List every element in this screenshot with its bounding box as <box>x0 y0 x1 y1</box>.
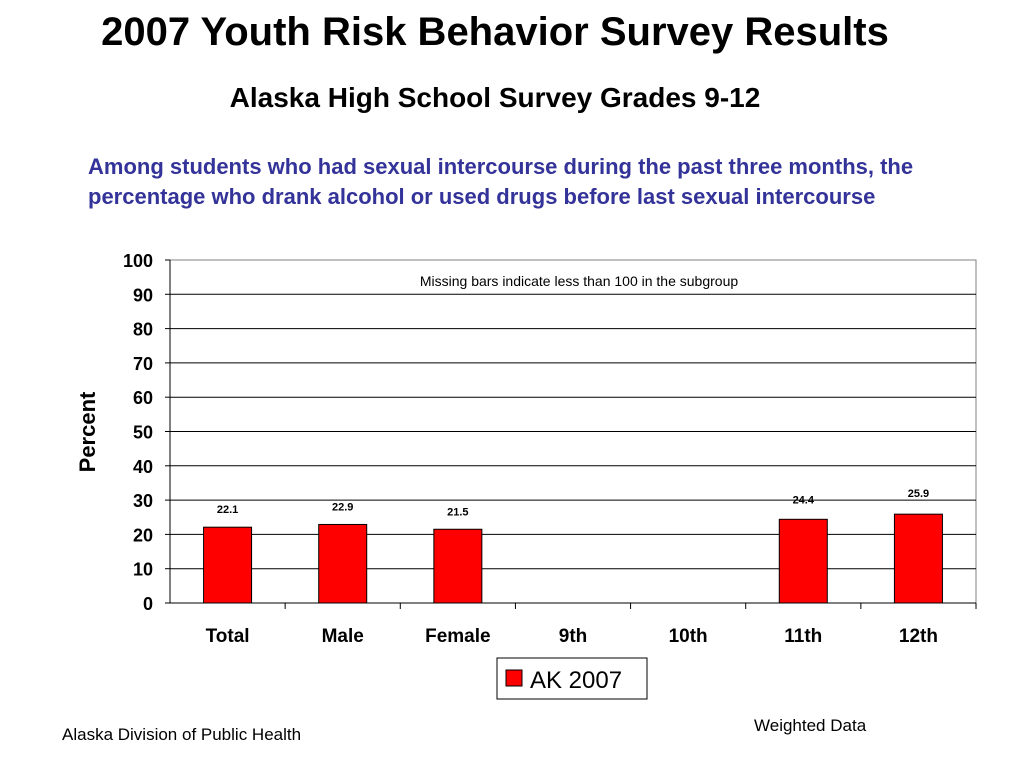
x-tick-label: Female <box>425 626 490 647</box>
data-labels: 22.1 22.9 21.5 24.4 25.9 <box>217 488 929 518</box>
legend-label: AK 2007 <box>530 667 622 694</box>
x-tick-label: 11th <box>784 626 822 647</box>
bar-12th <box>893 513 943 604</box>
y-tick-label: 80 <box>133 320 153 340</box>
y-axis-label: Percent <box>75 391 100 472</box>
bar-male <box>318 523 368 604</box>
data-label: 22.1 <box>217 504 238 516</box>
legend: AK 2007 <box>496 657 648 700</box>
source-note: Alaska Division of Public Health <box>62 725 302 744</box>
data-label: 25.9 <box>908 488 929 500</box>
y-tick-label: 20 <box>133 525 153 545</box>
data-label: 21.5 <box>447 506 468 518</box>
y-axis-ticks: 0 10 20 30 40 50 60 70 80 90 100 <box>123 251 976 614</box>
page-title: 2007 Youth Risk Behavior Survey Results <box>101 10 889 54</box>
chart-question: Among students who had sexual intercours… <box>88 154 914 209</box>
x-tick-label: Total <box>206 626 250 647</box>
bars <box>203 513 943 604</box>
bar-female <box>433 528 483 604</box>
x-tick-label: Male <box>322 626 364 647</box>
chart-annotation: Missing bars indicate less than 100 in t… <box>420 273 739 289</box>
y-tick-label: 60 <box>133 388 153 408</box>
weighted-note: Weighted Data <box>754 716 867 735</box>
page-subtitle: Alaska High School Survey Grades 9-12 <box>229 82 761 113</box>
bar-11th <box>778 518 828 604</box>
y-tick-label: 10 <box>133 560 153 580</box>
x-tick-label: 12th <box>899 626 938 647</box>
x-tick-label: 9th <box>559 626 588 647</box>
y-tick-label: 30 <box>133 491 153 511</box>
y-tick-label: 70 <box>133 354 153 374</box>
x-tick-label: 10th <box>669 626 708 647</box>
y-tick-label: 100 <box>123 251 153 271</box>
y-tick-label: 40 <box>133 457 153 477</box>
y-tick-label: 0 <box>143 594 153 614</box>
legend-swatch <box>505 669 523 687</box>
bar-total <box>203 526 253 604</box>
gridlines <box>170 293 976 570</box>
data-label: 24.4 <box>793 494 815 506</box>
data-label: 22.9 <box>332 501 353 513</box>
y-tick-label: 50 <box>133 423 153 443</box>
y-tick-label: 90 <box>133 285 153 305</box>
x-axis-ticks: Total Male Female 9th 10th 11th 12th <box>206 603 977 647</box>
